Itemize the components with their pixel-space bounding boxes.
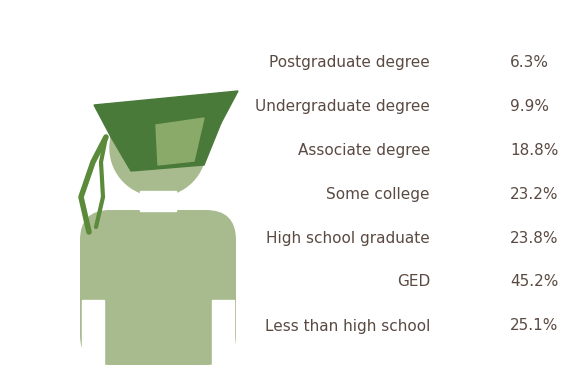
Polygon shape — [156, 118, 204, 165]
Text: 45.2%: 45.2% — [510, 275, 559, 289]
Text: Less than high school: Less than high school — [264, 318, 430, 334]
Text: Undergraduate degree: Undergraduate degree — [255, 98, 430, 114]
Text: 23.2%: 23.2% — [510, 187, 559, 201]
Text: 25.1%: 25.1% — [510, 318, 559, 334]
FancyBboxPatch shape — [80, 210, 236, 365]
Bar — [82, 300, 104, 370]
Circle shape — [110, 100, 206, 196]
Text: 9.9%: 9.9% — [510, 98, 549, 114]
Text: 23.8%: 23.8% — [510, 230, 559, 246]
Text: 6.3%: 6.3% — [510, 55, 549, 69]
Bar — [212, 300, 234, 370]
Text: 18.8%: 18.8% — [510, 142, 559, 158]
Text: GED: GED — [397, 275, 430, 289]
Text: Postgraduate degree: Postgraduate degree — [269, 55, 430, 69]
Text: Associate degree: Associate degree — [298, 142, 430, 158]
Polygon shape — [94, 91, 238, 137]
Text: High school graduate: High school graduate — [266, 230, 430, 246]
Polygon shape — [111, 123, 221, 171]
Bar — [140, 191, 176, 211]
Text: Some college: Some college — [327, 187, 430, 201]
